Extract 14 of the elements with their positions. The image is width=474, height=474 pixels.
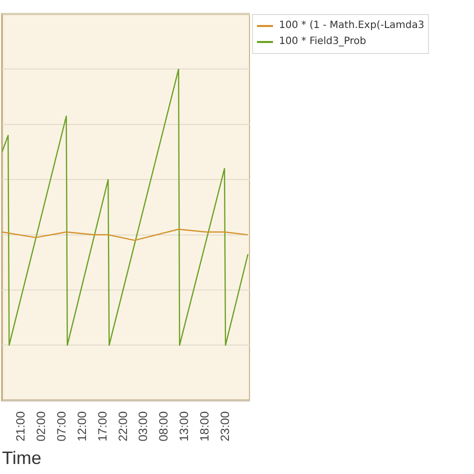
x-tick-label: 07:00 bbox=[54, 411, 69, 442]
legend-label: 100 * Field3_Prob bbox=[279, 35, 366, 49]
x-tick-label: 03:00 bbox=[136, 411, 150, 442]
x-axis-title: Time bbox=[2, 448, 42, 468]
x-tick-label: 12:00 bbox=[74, 411, 89, 442]
legend-label: 100 * (1 - Math.Exp(-Lamda3 bbox=[279, 19, 424, 33]
x-tick-label: 08:00 bbox=[156, 411, 171, 442]
x-tick-label: 23:00 bbox=[218, 411, 232, 442]
x-tick-label: 02:00 bbox=[34, 411, 48, 442]
x-tick-label: 18:00 bbox=[197, 411, 212, 442]
x-tick-label: 22:00 bbox=[116, 411, 130, 442]
x-tick-label: 21:00 bbox=[14, 411, 28, 442]
x-tick-label: 13:00 bbox=[176, 411, 191, 442]
x-tick-label: 17:00 bbox=[95, 411, 110, 442]
